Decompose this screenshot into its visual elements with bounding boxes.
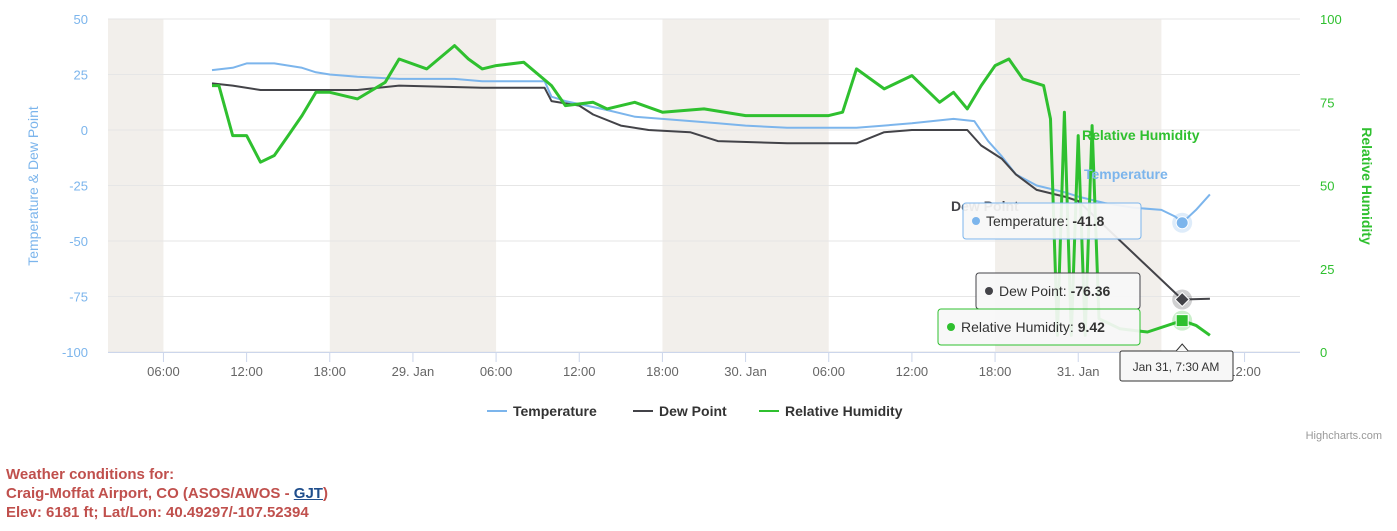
highcharts-credits[interactable]: Highcharts.com bbox=[1305, 430, 1382, 442]
y-right-axis-title: Relative Humidity bbox=[1359, 127, 1375, 245]
x-tick-label: 12:00 bbox=[1228, 364, 1261, 379]
x-tick-label: 18:00 bbox=[313, 364, 346, 379]
y-right-tick-label: 0 bbox=[1320, 345, 1327, 360]
humidity-hover-marker bbox=[1175, 314, 1189, 328]
y-left-tick-label: -25 bbox=[69, 179, 88, 194]
y-left-axis-title: Temperature & Dew Point bbox=[25, 106, 41, 266]
y-left-tick-label: -50 bbox=[69, 234, 88, 249]
x-tick-label: 12:00 bbox=[563, 364, 596, 379]
x-tick-label: 30. Jan bbox=[724, 364, 767, 379]
legend-label-temperature: Temperature bbox=[513, 403, 597, 419]
y-right-tick-label: 50 bbox=[1320, 179, 1334, 194]
inline-label-temperature: Temperature bbox=[1084, 166, 1168, 182]
tooltip-temperature bbox=[962, 202, 1142, 240]
x-tick-label: 18:00 bbox=[979, 364, 1012, 379]
legend-label-relative-humidity: Relative Humidity bbox=[785, 403, 903, 419]
x-tick-label: 29. Jan bbox=[392, 364, 435, 379]
tooltip-label: Relative Humidity: bbox=[961, 319, 1078, 335]
series-line-dew-point bbox=[211, 82, 1210, 301]
tooltip-label: Dew Point: bbox=[999, 283, 1071, 299]
legend-item-relative-humidity[interactable]: Relative Humidity bbox=[759, 403, 903, 419]
x-tick-label: 06:00 bbox=[812, 364, 845, 379]
y-left-tick-label: 50 bbox=[74, 12, 88, 27]
tooltip-text-temperature: Temperature: -41.8 bbox=[986, 213, 1104, 229]
y-right-tick-label: 100 bbox=[1320, 12, 1342, 27]
tooltip-dot-temperature bbox=[972, 217, 980, 225]
x-tick-label: 12:00 bbox=[230, 364, 263, 379]
tooltip-text-dew-point: Dew Point: -76.36 bbox=[999, 283, 1111, 299]
x-tick-label: 06:00 bbox=[480, 364, 513, 379]
station-info: Weather conditions for: Craig-Moffat Air… bbox=[6, 465, 328, 522]
chart-svg: 50 25 0 -25 -50 -75 -100 100 75 50 25 0 06:00 12:00 18… bbox=[25, 12, 1375, 419]
weather-chart: 50 25 0 -25 -50 -75 -100 100 75 50 25 0 06:00 12:00 18… bbox=[25, 12, 1375, 419]
y-left-tick-label: -100 bbox=[62, 345, 88, 360]
temperature-hover-marker bbox=[1175, 216, 1189, 230]
tooltip-text-relative-humidity: Relative Humidity: 9.42 bbox=[961, 319, 1105, 335]
y-left-tick-label: 0 bbox=[81, 123, 88, 138]
y-right-tick-label: 25 bbox=[1320, 262, 1334, 277]
x-axis-tooltip-pointer bbox=[1175, 343, 1189, 352]
series-line-relative-humidity bbox=[212, 44, 1211, 337]
legend-item-dew-point[interactable]: Dew Point bbox=[633, 403, 727, 419]
dew-point-hover-marker bbox=[1174, 291, 1190, 308]
station-elevation: Elev: 6181 ft; Lat/Lon: 40.49297/-107.52… bbox=[6, 504, 309, 521]
tooltip-relative-humidity bbox=[937, 308, 1141, 346]
legend-item-temperature[interactable]: Temperature bbox=[487, 403, 597, 419]
station-heading: Weather conditions for: bbox=[6, 466, 175, 483]
station-name-suffix: ) bbox=[322, 485, 328, 502]
station-link-gjt[interactable]: GJT bbox=[293, 485, 323, 502]
tooltip-dot-dew-point bbox=[985, 287, 993, 295]
x-tick-label: 31. Jan bbox=[1057, 364, 1100, 379]
tooltip-label: Temperature: bbox=[986, 213, 1072, 229]
x-axis-tooltip-text: Jan 31, 7:30 AM bbox=[1133, 360, 1220, 374]
tooltip-value: -76.36 bbox=[1071, 283, 1111, 299]
tooltip-dot-relative-humidity bbox=[947, 323, 955, 331]
tooltip-value: 9.42 bbox=[1078, 319, 1105, 335]
y-left-tick-label: -75 bbox=[69, 290, 88, 305]
legend-label-dew-point: Dew Point bbox=[659, 403, 727, 419]
series-line-temperature bbox=[211, 62, 1211, 224]
x-tick-label: 12:00 bbox=[896, 364, 929, 379]
x-tick-label: 18:00 bbox=[646, 364, 679, 379]
station-name-prefix: Craig-Moffat Airport, CO (ASOS/AWOS - bbox=[6, 485, 294, 502]
tooltip-value: -41.8 bbox=[1072, 213, 1104, 229]
x-tick-label: 06:00 bbox=[147, 364, 180, 379]
inline-label-relative-humidity: Relative Humidity bbox=[1082, 127, 1200, 143]
station-name: Craig-Moffat Airport, CO (ASOS/AWOS - GJ… bbox=[6, 484, 328, 503]
y-left-tick-label: 25 bbox=[74, 68, 88, 83]
y-right-tick-label: 75 bbox=[1320, 95, 1334, 110]
